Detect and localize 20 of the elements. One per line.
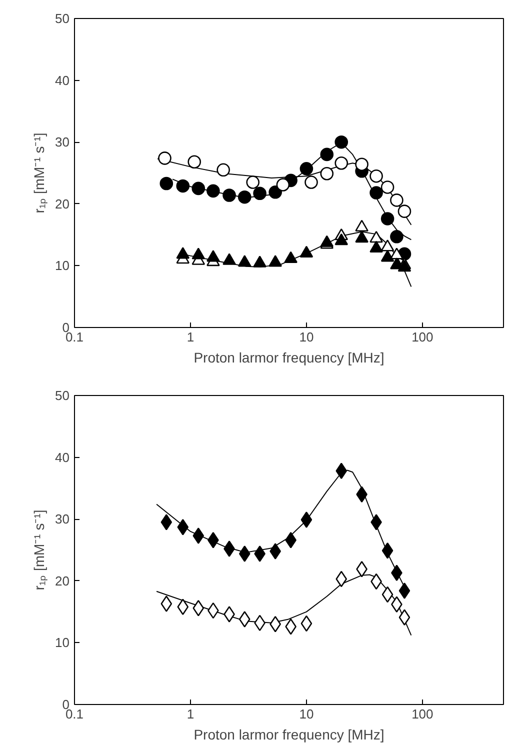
x-tick-label: 10 bbox=[299, 330, 314, 344]
x-tick-label: 100 bbox=[412, 706, 434, 722]
y-tick-label: 30 bbox=[55, 512, 70, 527]
y-tick-label: 10 bbox=[55, 258, 70, 274]
x-axis-title: Proton larmor frequency [MHz] bbox=[194, 350, 384, 366]
y-axis-title: r₁ₚ [mM⁻¹ s⁻¹] bbox=[31, 132, 48, 214]
x-tick-label: 10 bbox=[299, 706, 314, 722]
x-tick-label: 1 bbox=[186, 706, 194, 722]
y-tick-label: 10 bbox=[55, 635, 70, 650]
x-tick-label: 1 bbox=[186, 330, 194, 344]
y-tick-label: 20 bbox=[55, 573, 70, 588]
y-axis-title: r₁ₚ [mM⁻¹ s⁻¹] bbox=[31, 510, 48, 590]
y-tick-label: 20 bbox=[55, 196, 70, 212]
y-tick-label: 40 bbox=[55, 450, 70, 465]
y-tick-label: 50 bbox=[55, 388, 70, 403]
y-tick-label: 40 bbox=[55, 72, 70, 88]
y-tick-label: 30 bbox=[55, 134, 70, 150]
x-tick-label: 100 bbox=[412, 330, 434, 344]
x-axis-title: Proton larmor frequency [MHz] bbox=[194, 726, 384, 742]
y-tick-label: 50 bbox=[55, 11, 70, 26]
